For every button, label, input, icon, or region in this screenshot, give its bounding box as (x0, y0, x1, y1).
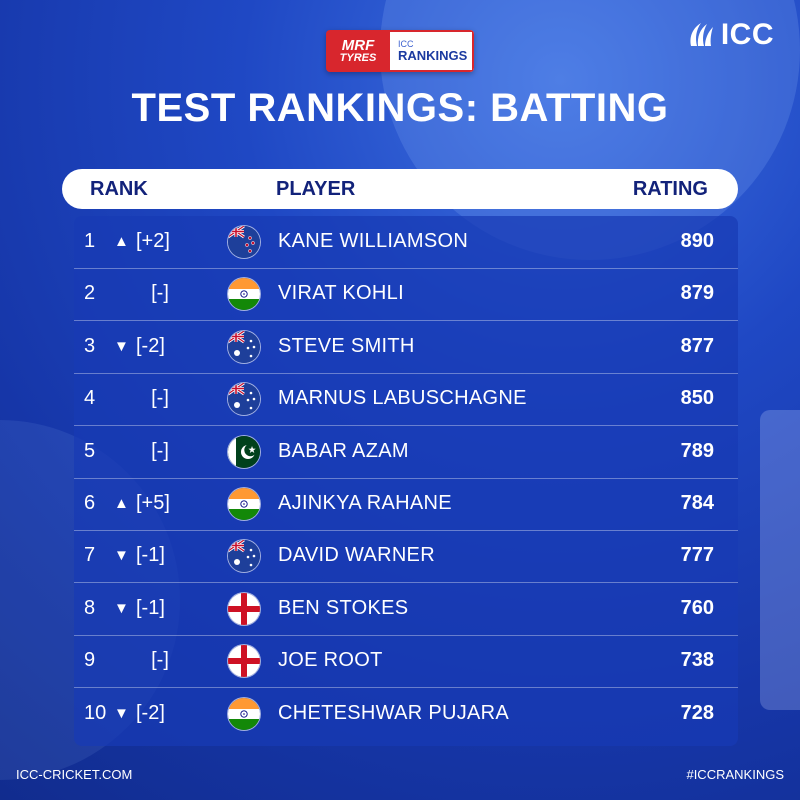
player-rating: 850 (680, 387, 714, 410)
rank-number: 1 (84, 230, 96, 252)
icc-rankings-logo: ICC RANKINGS (390, 30, 474, 72)
ind-flag-icon (228, 488, 260, 520)
aus-flag-icon (228, 383, 260, 416)
player-name: STEVE SMITH (278, 334, 415, 357)
player-name: KANE WILLIAMSON (278, 230, 469, 252)
player-name: CHETESHWAR PUJARA (278, 701, 510, 724)
rankings-table: 1 ▲ [+2] KANE WILLIAMSON 890 2 [-] VIRAT KOHL… (74, 216, 738, 746)
rank-number: 4 (84, 387, 96, 410)
player-name: MARNUS LABUSCHAGNE (278, 387, 527, 410)
rank-movement: [-] (151, 282, 169, 305)
table-row: 6 ▲ [+5] AJINKYA RAHANE 784 (74, 478, 738, 531)
player-rating: 784 (680, 492, 714, 514)
player-rating: 890 (680, 230, 714, 252)
eng-flag-icon (228, 592, 260, 625)
page-title: TEST RANKINGS: BATTING (131, 86, 669, 130)
rank-movement: [-2] (136, 334, 165, 357)
aus-flag-icon (228, 330, 260, 363)
player-rating: 879 (680, 282, 714, 305)
rank-number: 5 (84, 439, 96, 462)
eng-flag-icon (228, 645, 260, 678)
icc-logo-text: ICC (720, 18, 774, 51)
ind-flag-icon (228, 278, 260, 311)
player-rating: 738 (680, 649, 714, 672)
rank-number: 10 (84, 701, 107, 724)
player-rating: 877 (680, 334, 714, 357)
rank-movement: [-1] (136, 544, 165, 567)
player-name: JOE ROOT (278, 649, 383, 672)
player-name: BEN STOKES (278, 596, 409, 619)
table-row: 8 ▼ [-1] BEN STOKES 760 (74, 583, 738, 636)
player-name: AJINKYA RAHANE (278, 492, 452, 514)
rank-movement: [-] (151, 649, 169, 672)
down-arrow-icon: ▼ (114, 337, 129, 355)
footer-website: ICC-CRICKET.COM (16, 767, 133, 782)
rank-number: 9 (84, 649, 96, 672)
table-row: 1 ▲ [+2] KANE WILLIAMSON 890 (74, 216, 738, 269)
table-row: 10 ▼ [-2] CHETESHWAR PUJARA 728 (74, 688, 738, 740)
pak-flag-icon (228, 435, 260, 468)
player-name: BABAR AZAM (278, 439, 409, 462)
down-arrow-icon: ▼ (114, 704, 129, 722)
rank-movement: [-2] (136, 701, 165, 724)
footer-hashtag: #ICCRANKINGS (686, 767, 784, 782)
rank-movement: [-1] (136, 596, 165, 619)
header-player: PLAYER (276, 178, 356, 200)
nz-flag-icon (228, 226, 260, 258)
table-row: 3 ▼ [-2] STEVE SMITH 877 (74, 321, 738, 374)
table-row: 5 [-] BABAR AZAM 789 (74, 426, 738, 479)
aus-flag-icon (228, 540, 260, 573)
up-arrow-icon: ▲ (114, 495, 129, 512)
ind-flag-icon (228, 697, 260, 730)
rank-number: 6 (84, 492, 96, 514)
rankings-text: RANKINGS (398, 48, 468, 63)
table-row: 7 ▼ [-1] DAVID WARNER 777 (74, 530, 738, 584)
rank-number: 2 (84, 282, 96, 305)
rank-number: 3 (84, 334, 96, 357)
icc-logo: ICC (685, 18, 774, 52)
player-rating: 760 (680, 596, 714, 619)
player-rating: 728 (680, 701, 714, 724)
tyres-text: TYRES (339, 52, 377, 64)
rank-number: 8 (84, 596, 96, 619)
icc-small-text: ICC (398, 39, 414, 49)
rank-movement: [-] (151, 439, 169, 462)
table-header: RANK PLAYER RATING (62, 169, 738, 209)
header-rating: RATING (632, 178, 708, 200)
table-row: 9 [-] JOE ROOT 738 (74, 635, 738, 689)
table-row: 4 [-] MARNUS LABUSCHAGNE 850 (74, 373, 738, 427)
down-arrow-icon: ▼ (114, 599, 129, 617)
header-rank: RANK (90, 178, 148, 200)
icc-swoosh-icon (690, 23, 713, 46)
table-row: 2 [-] VIRAT KOHLI 879 (74, 268, 738, 322)
sponsor-badge: MRF TYRES ICC RANKINGS (326, 30, 474, 72)
up-arrow-icon: ▲ (114, 233, 129, 250)
rank-movement: [-] (151, 387, 169, 410)
player-name: VIRAT KOHLI (278, 282, 404, 305)
rank-number: 7 (84, 544, 96, 567)
down-arrow-icon: ▼ (114, 547, 129, 565)
player-rating: 789 (680, 439, 714, 462)
player-name: DAVID WARNER (278, 544, 435, 567)
rank-movement: [+5] (136, 492, 170, 514)
player-rating: 777 (680, 544, 714, 567)
mrf-text: MRF (341, 37, 375, 54)
mrf-logo: MRF TYRES (326, 30, 390, 72)
background-stumps (760, 410, 800, 710)
rank-movement: [+2] (136, 230, 170, 252)
